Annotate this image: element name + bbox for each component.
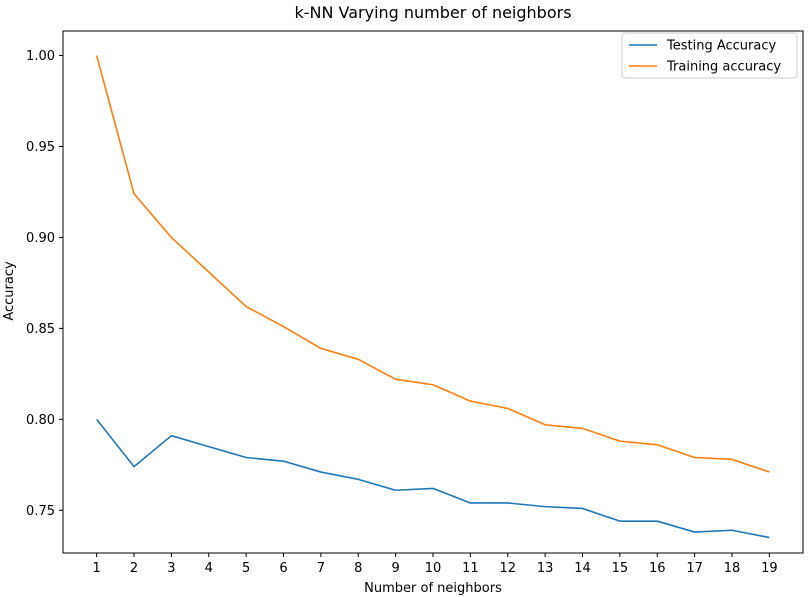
x-tick-label: 8 bbox=[354, 561, 362, 576]
legend-box bbox=[621, 32, 798, 79]
series-layer bbox=[95, 55, 770, 539]
x-tick-label: 17 bbox=[686, 561, 703, 576]
legend-label: Training accuracy bbox=[666, 60, 781, 75]
x-tick-label: 11 bbox=[462, 561, 479, 576]
x-tick-label: 4 bbox=[205, 561, 213, 576]
series-line-testing bbox=[96, 418, 770, 539]
x-tick-label: 2 bbox=[130, 561, 138, 576]
x-tick-label: 10 bbox=[425, 561, 442, 576]
chart-title: k-NN Varying number of neighbors bbox=[294, 3, 571, 22]
x-tick-label: 1 bbox=[92, 561, 100, 576]
series-line-training bbox=[95, 55, 770, 473]
y-tick-label: 0.90 bbox=[26, 231, 55, 246]
x-tick-label: 19 bbox=[761, 561, 778, 576]
y-axis: 0.75 0.80 0.85 0.90 0.95 1.00 bbox=[26, 49, 63, 519]
x-tick-label: 13 bbox=[537, 561, 554, 576]
legend: Testing Accuracy Training accuracy bbox=[621, 32, 798, 79]
x-tick-label: 9 bbox=[391, 561, 399, 576]
y-tick-label: 0.85 bbox=[26, 322, 55, 337]
x-tick-label: 5 bbox=[242, 561, 250, 576]
y-axis-label: Accuracy bbox=[2, 261, 17, 321]
x-tick-label: 7 bbox=[317, 561, 325, 576]
x-axis: 1 2 3 4 5 6 7 8 9 10 11 12 13 14 15 16 17 18 19 bbox=[92, 553, 778, 576]
plot-frame bbox=[62, 30, 804, 554]
x-tick-label: 16 bbox=[649, 561, 666, 576]
y-tick-label: 0.75 bbox=[26, 504, 55, 519]
legend-label: Testing Accuracy bbox=[666, 39, 776, 54]
x-tick-label: 18 bbox=[724, 561, 741, 576]
x-tick-label: 12 bbox=[499, 561, 516, 576]
y-tick-label: 1.00 bbox=[26, 49, 55, 64]
x-tick-label: 15 bbox=[612, 561, 629, 576]
x-axis-label: Number of neighbors bbox=[364, 581, 502, 596]
x-tick-label: 3 bbox=[167, 561, 175, 576]
y-tick-label: 0.95 bbox=[26, 140, 55, 155]
x-tick-label: 6 bbox=[279, 561, 287, 576]
y-tick-label: 0.80 bbox=[26, 413, 55, 428]
x-tick-label: 14 bbox=[574, 561, 591, 576]
